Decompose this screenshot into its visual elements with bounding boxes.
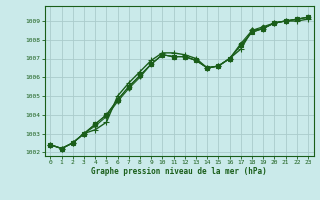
X-axis label: Graphe pression niveau de la mer (hPa): Graphe pression niveau de la mer (hPa) [91, 167, 267, 176]
